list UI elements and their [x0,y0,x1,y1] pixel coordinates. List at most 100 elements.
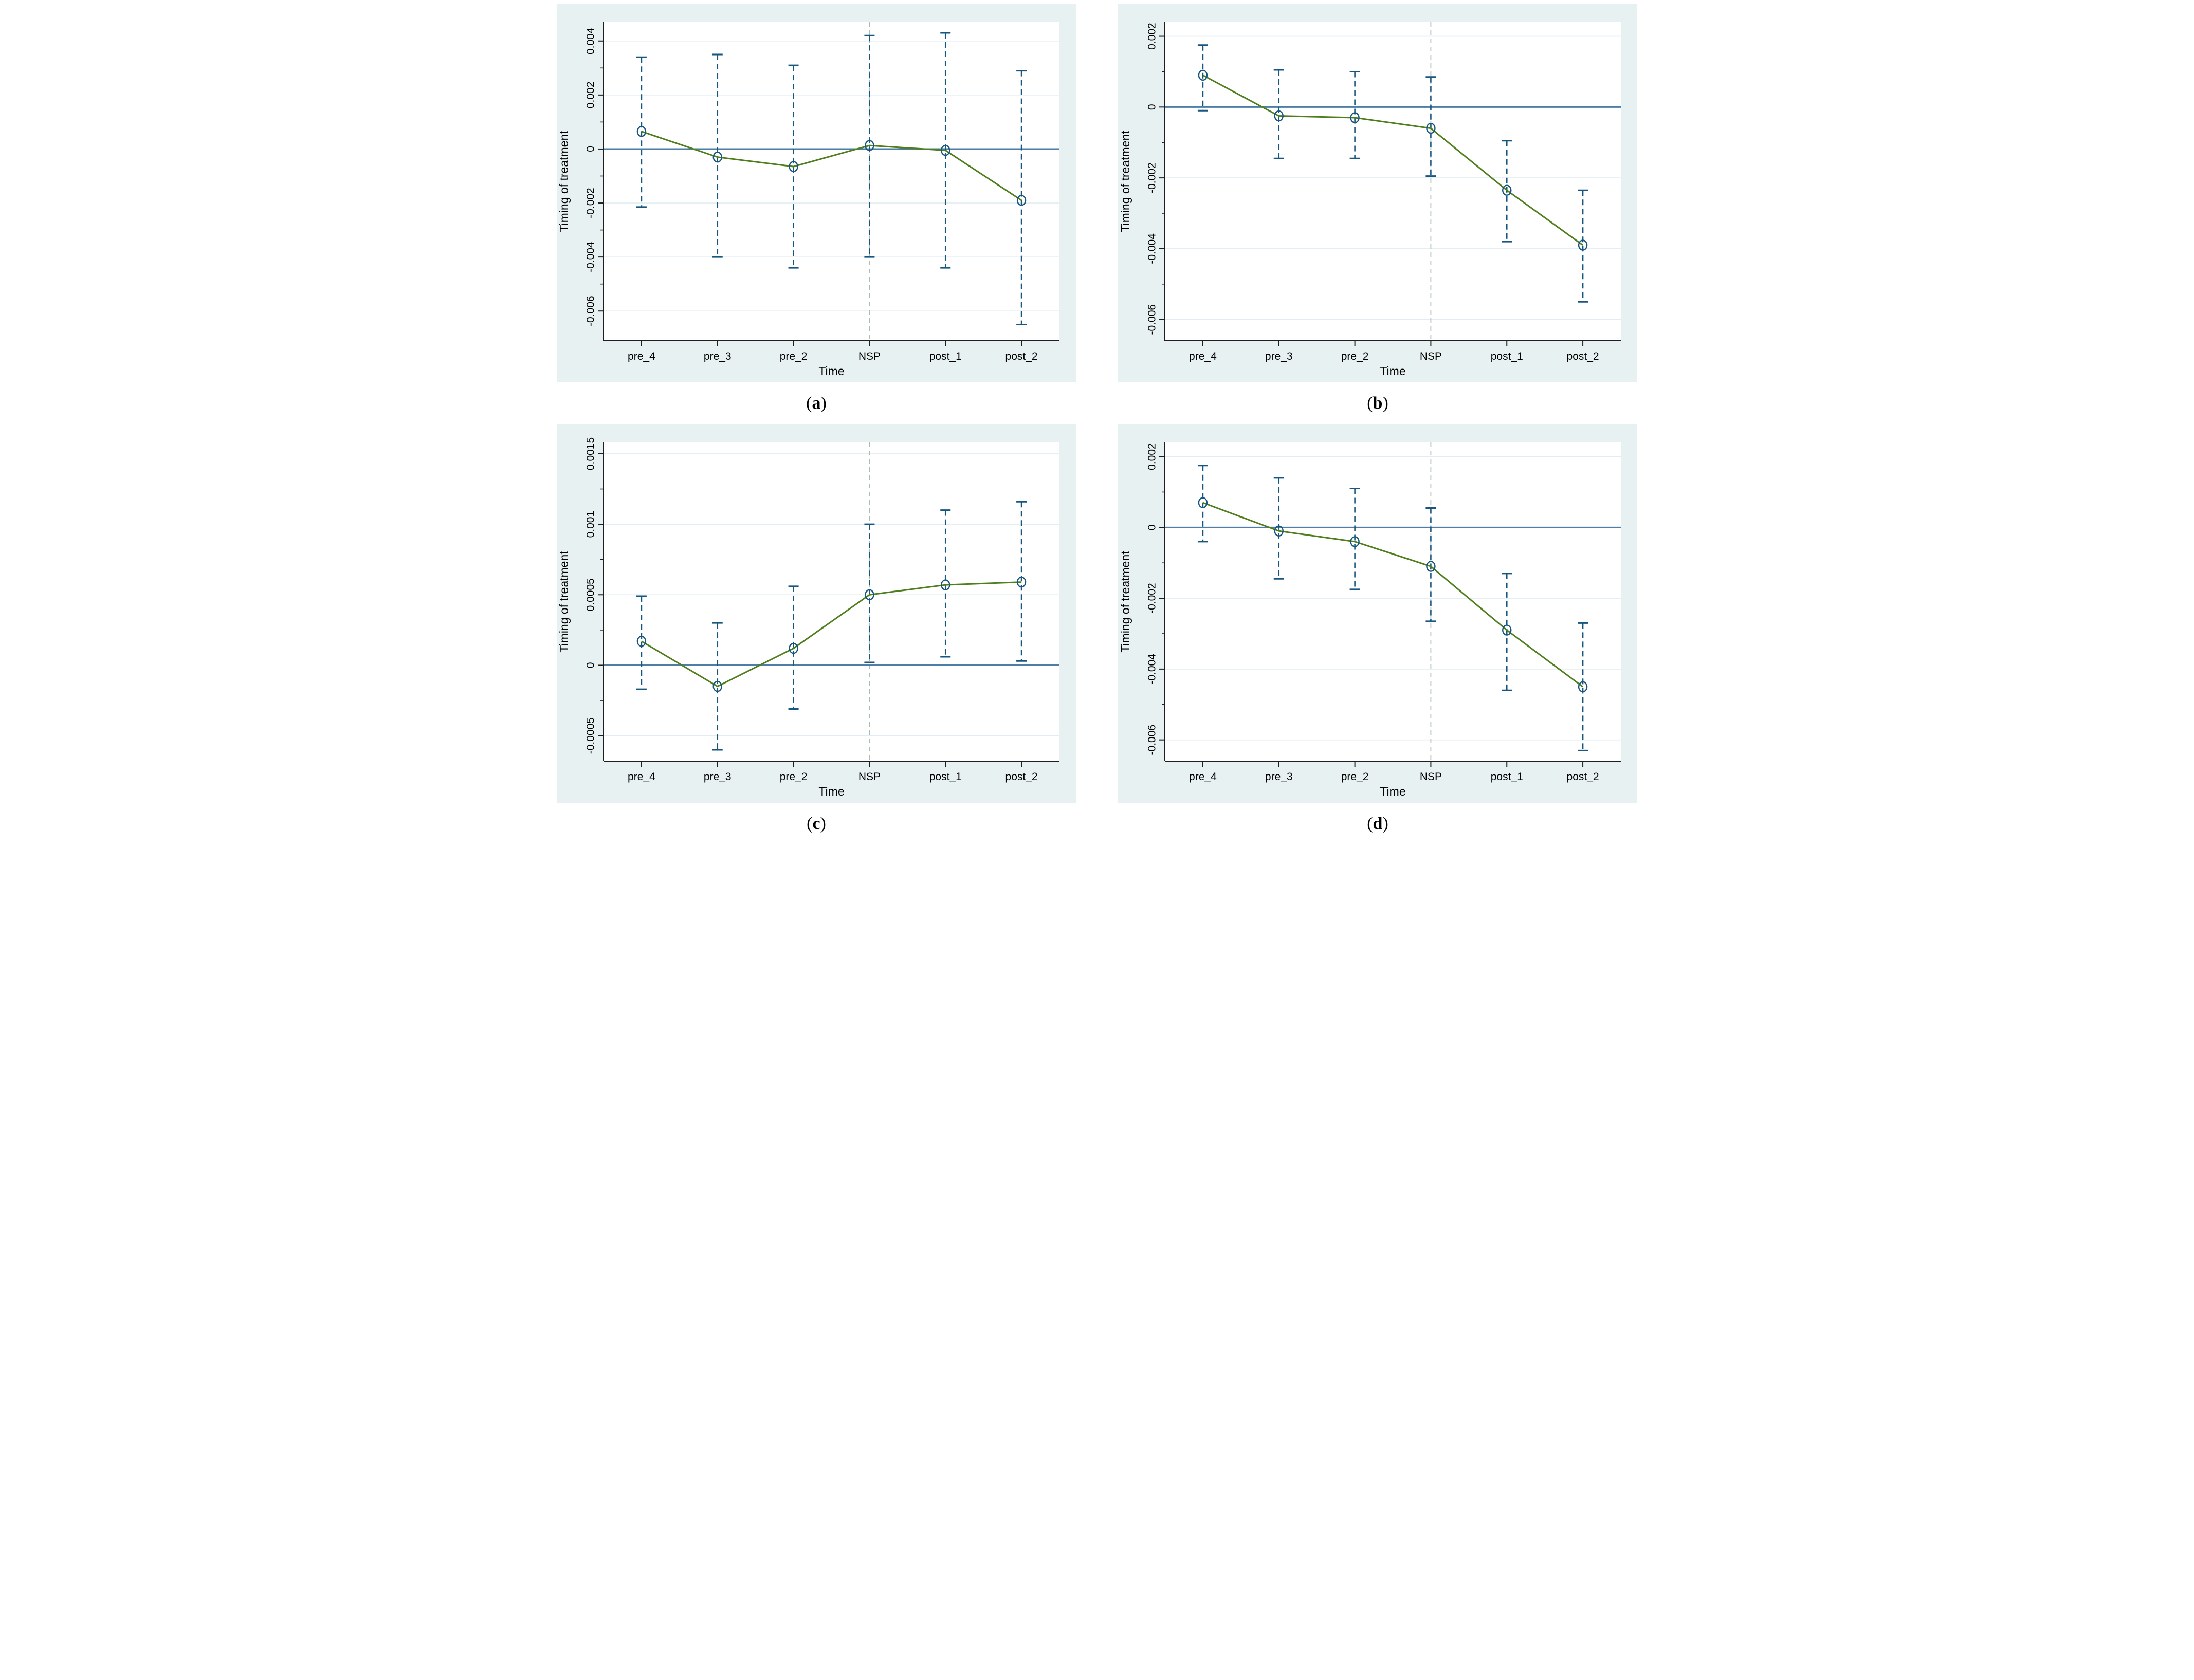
svg-text:post_1: post_1 [1491,771,1523,783]
y-axis-title: Timing of treatment [1119,131,1132,232]
svg-text:0.004: 0.004 [585,27,597,54]
svg-text:pre_3: pre_3 [704,771,732,783]
caption-close-paren: ) [1382,814,1388,833]
svg-text:NSP: NSP [858,771,881,783]
caption-letter-c: c [812,814,820,833]
svg-text:pre_3: pre_3 [1265,771,1293,783]
panel-b-plot: 0.002 0 -0.002 -0.004 -0.006 pre_4 pre_3 pre_2 N… [1119,22,1621,378]
caption-close-paren: ) [820,394,827,413]
series-markers [1198,497,1588,693]
caption-open-paren: ( [1367,814,1373,833]
svg-text:0: 0 [1146,524,1158,530]
y-axis-title: Timing of treatment [557,551,571,653]
panel-d-card: 0.002 0 -0.002 -0.004 -0.006 pre_4 pre_3 pre_2 N… [1118,424,1637,803]
svg-text:-0.0005: -0.0005 [585,717,597,754]
svg-text:post_2: post_2 [1567,771,1599,783]
svg-text:-0.004: -0.004 [585,242,597,272]
svg-text:-0.004: -0.004 [1146,233,1158,264]
svg-text:0.002: 0.002 [1146,23,1158,50]
caption-close-paren: ) [820,814,826,833]
series-markers [1198,69,1588,251]
panel-c-card: 0.0015 0.001 0.0005 0 -0.0005 pre_4 pre_3 pre_2… [557,424,1076,803]
axes: 0.002 0 -0.002 -0.004 -0.006 pre_4 pre_3 pre_2 N… [1146,22,1621,362]
svg-text:pre_2: pre_2 [1341,350,1369,362]
svg-text:post_2: post_2 [1005,350,1038,362]
y-axis-title: Timing of treatment [557,131,571,232]
svg-text:post_2: post_2 [1005,771,1038,783]
confidence-intervals [1197,465,1588,751]
series-line [1202,75,1583,246]
svg-text:0.002: 0.002 [1146,443,1158,470]
svg-text:pre_2: pre_2 [780,771,808,783]
x-axis-title: Time [1380,785,1405,798]
x-axis-title: Time [1380,364,1405,378]
svg-text:pre_4: pre_4 [628,771,655,783]
svg-text:0.0005: 0.0005 [585,578,597,611]
svg-text:0.001: 0.001 [585,511,597,538]
svg-text:-0.006: -0.006 [585,296,597,326]
svg-text:pre_4: pre_4 [1189,771,1217,783]
svg-text:pre_3: pre_3 [1265,350,1293,362]
panel-b-block: 0.002 0 -0.002 -0.004 -0.006 pre_4 pre_3 pre_2 N… [1118,4,1637,424]
panel-b-caption: (b) [1367,382,1388,424]
series-markers [636,126,1027,206]
svg-text:NSP: NSP [1420,350,1442,362]
caption-close-paren: ) [1382,394,1388,413]
series-line [641,581,1022,688]
svg-text:post_1: post_1 [929,771,962,783]
svg-text:NSP: NSP [1420,771,1442,783]
panel-b-card: 0.002 0 -0.002 -0.004 -0.006 pre_4 pre_3 pre_2 N… [1118,4,1637,382]
svg-text:-0.006: -0.006 [1146,304,1158,335]
four-panel-figure: 0.004 0.002 0 -0.002 -0.004 -0.006 pre_4 pre_3 p… [548,0,1646,845]
svg-text:pre_4: pre_4 [1189,350,1217,362]
confidence-intervals [636,501,1027,751]
plot-area [1165,442,1621,761]
panel-a-plot: 0.004 0.002 0 -0.002 -0.004 -0.006 pre_4 pre_3 p… [557,22,1059,378]
svg-text:NSP: NSP [858,350,881,362]
svg-text:post_2: post_2 [1567,350,1599,362]
x-axis-title: Time [818,364,844,378]
svg-text:pre_2: pre_2 [1341,771,1369,783]
svg-text:post_1: post_1 [929,350,962,362]
svg-text:-0.002: -0.002 [585,188,597,218]
svg-text:0: 0 [585,662,597,669]
caption-open-paren: ( [1367,394,1373,413]
confidence-intervals [636,32,1027,325]
panel-c-plot: 0.0015 0.001 0.0005 0 -0.0005 pre_4 pre_3 pre_2… [557,437,1059,798]
plot-area [604,22,1059,341]
panel-d-plot: 0.002 0 -0.002 -0.004 -0.006 pre_4 pre_3 pre_2 N… [1119,442,1621,798]
caption-letter-a: a [812,394,821,413]
panel-c-caption: (c) [807,803,826,845]
svg-text:post_1: post_1 [1491,350,1523,362]
svg-text:pre_2: pre_2 [780,350,808,362]
plot-area [604,442,1059,761]
svg-text:0.002: 0.002 [585,82,597,109]
svg-text:pre_3: pre_3 [704,350,732,362]
series-line [1202,502,1583,688]
svg-text:-0.002: -0.002 [1146,583,1158,614]
y-axis-title: Timing of treatment [1119,551,1132,653]
panel-d-caption: (d) [1367,803,1388,845]
series-markers [636,576,1027,692]
panel-a-caption: (a) [806,382,827,424]
panel-c-block: 0.0015 0.001 0.0005 0 -0.0005 pre_4 pre_3 pre_2… [557,424,1076,845]
panel-d-block: 0.002 0 -0.002 -0.004 -0.006 pre_4 pre_3 pre_2 N… [1118,424,1637,845]
svg-text:0: 0 [1146,104,1158,110]
caption-open-paren: ( [806,394,812,413]
svg-text:-0.006: -0.006 [1146,725,1158,755]
svg-text:0: 0 [585,146,597,152]
x-axis-title: Time [818,785,844,798]
svg-text:pre_4: pre_4 [628,350,655,362]
svg-text:-0.004: -0.004 [1146,654,1158,685]
caption-open-paren: ( [807,814,813,833]
axes: 0.004 0.002 0 -0.002 -0.004 -0.006 pre_4 pre_3 p… [585,22,1059,362]
panel-a-block: 0.004 0.002 0 -0.002 -0.004 -0.006 pre_4 pre_3 p… [557,4,1076,424]
panel-a-card: 0.004 0.002 0 -0.002 -0.004 -0.006 pre_4 pre_3 p… [557,4,1076,382]
axes: 0.0015 0.001 0.0005 0 -0.0005 pre_4 pre_3 pre_2… [585,437,1059,783]
series-line [641,131,1022,201]
axes: 0.002 0 -0.002 -0.004 -0.006 pre_4 pre_3 pre_2 N… [1146,442,1621,783]
caption-letter-b: b [1373,394,1383,413]
svg-text:-0.002: -0.002 [1146,162,1158,193]
plot-area [1165,22,1621,341]
caption-letter-d: d [1373,814,1383,833]
